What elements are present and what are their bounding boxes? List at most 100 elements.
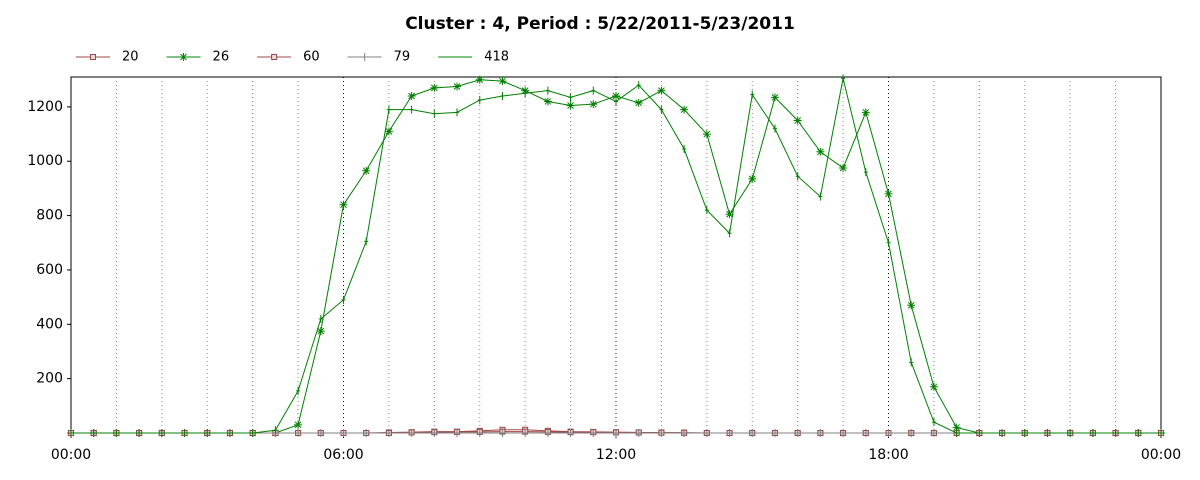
point [863,429,868,437]
y-tick-label: 1200 [27,99,63,115]
point [543,97,552,106]
point [591,429,596,437]
point [841,74,846,83]
point [795,429,800,437]
point [795,172,800,181]
point [545,86,550,95]
point [657,86,666,95]
point [682,145,687,154]
point [727,229,732,238]
point [816,147,825,156]
point [1136,429,1141,437]
point [477,96,482,105]
point [659,105,664,114]
point [386,429,391,437]
y-tick-label: 1000 [27,153,63,169]
point [886,238,891,247]
point [69,429,73,437]
point [591,86,596,95]
point [636,429,641,437]
point [886,429,891,437]
point [772,124,777,133]
point [907,301,916,310]
point [500,429,505,437]
point [339,200,348,209]
point [725,210,734,219]
legend-marker [90,54,96,60]
x-tick-label: 18:00 [868,447,908,463]
point [841,429,846,437]
point [409,105,414,114]
point [1000,429,1005,437]
point [568,429,573,437]
point [409,429,414,437]
point [1090,429,1095,437]
point [659,429,664,437]
point [909,358,914,367]
legend: 20 26 60 79 418 [76,50,509,65]
point [568,93,573,102]
point [614,97,618,106]
point [863,168,868,177]
point [929,382,938,391]
point [273,426,278,435]
plot-frame [70,76,1162,434]
point [931,429,936,437]
point [545,429,550,437]
series-line [71,78,1161,434]
point [612,92,620,101]
legend-marker [362,53,367,61]
chart-title: Cluster : 4, Period : 5/22/2011-5/23/201… [405,14,795,34]
point [341,429,346,437]
x-tick-label: 00:00 [1141,447,1181,463]
legend-label: 418 [484,50,509,65]
point [318,314,323,323]
point [250,429,255,437]
point [704,206,709,215]
point [793,116,802,125]
point [727,429,732,437]
x-tick-label: 12:00 [596,447,636,463]
legend-marker [179,53,188,61]
point [909,429,914,437]
point [748,174,757,183]
point [114,429,119,437]
point [1113,429,1118,437]
point [407,92,416,101]
point [137,429,142,437]
point [770,93,779,102]
point [296,386,301,395]
point [818,192,823,201]
point [566,101,575,110]
point [523,429,528,437]
point [839,164,848,173]
point [977,429,982,437]
point [680,105,689,114]
point [498,77,507,86]
point [384,127,393,136]
point [500,92,505,101]
point [884,189,893,198]
point [294,420,303,429]
point [318,429,323,437]
y-tick-label: 200 [36,371,63,387]
point [432,109,437,118]
legend-label: 60 [303,50,320,65]
point [818,429,823,437]
point [682,429,687,437]
point [614,429,618,437]
point [952,423,961,432]
x-tick-label: 06:00 [323,447,363,463]
point [1068,429,1073,437]
point [477,429,482,437]
point [341,295,346,304]
point [159,429,164,437]
point [636,81,641,90]
point [364,237,369,246]
point [704,429,709,437]
point [931,418,936,427]
y-tick-label: 800 [36,208,63,224]
point [362,166,371,175]
point [364,429,369,437]
